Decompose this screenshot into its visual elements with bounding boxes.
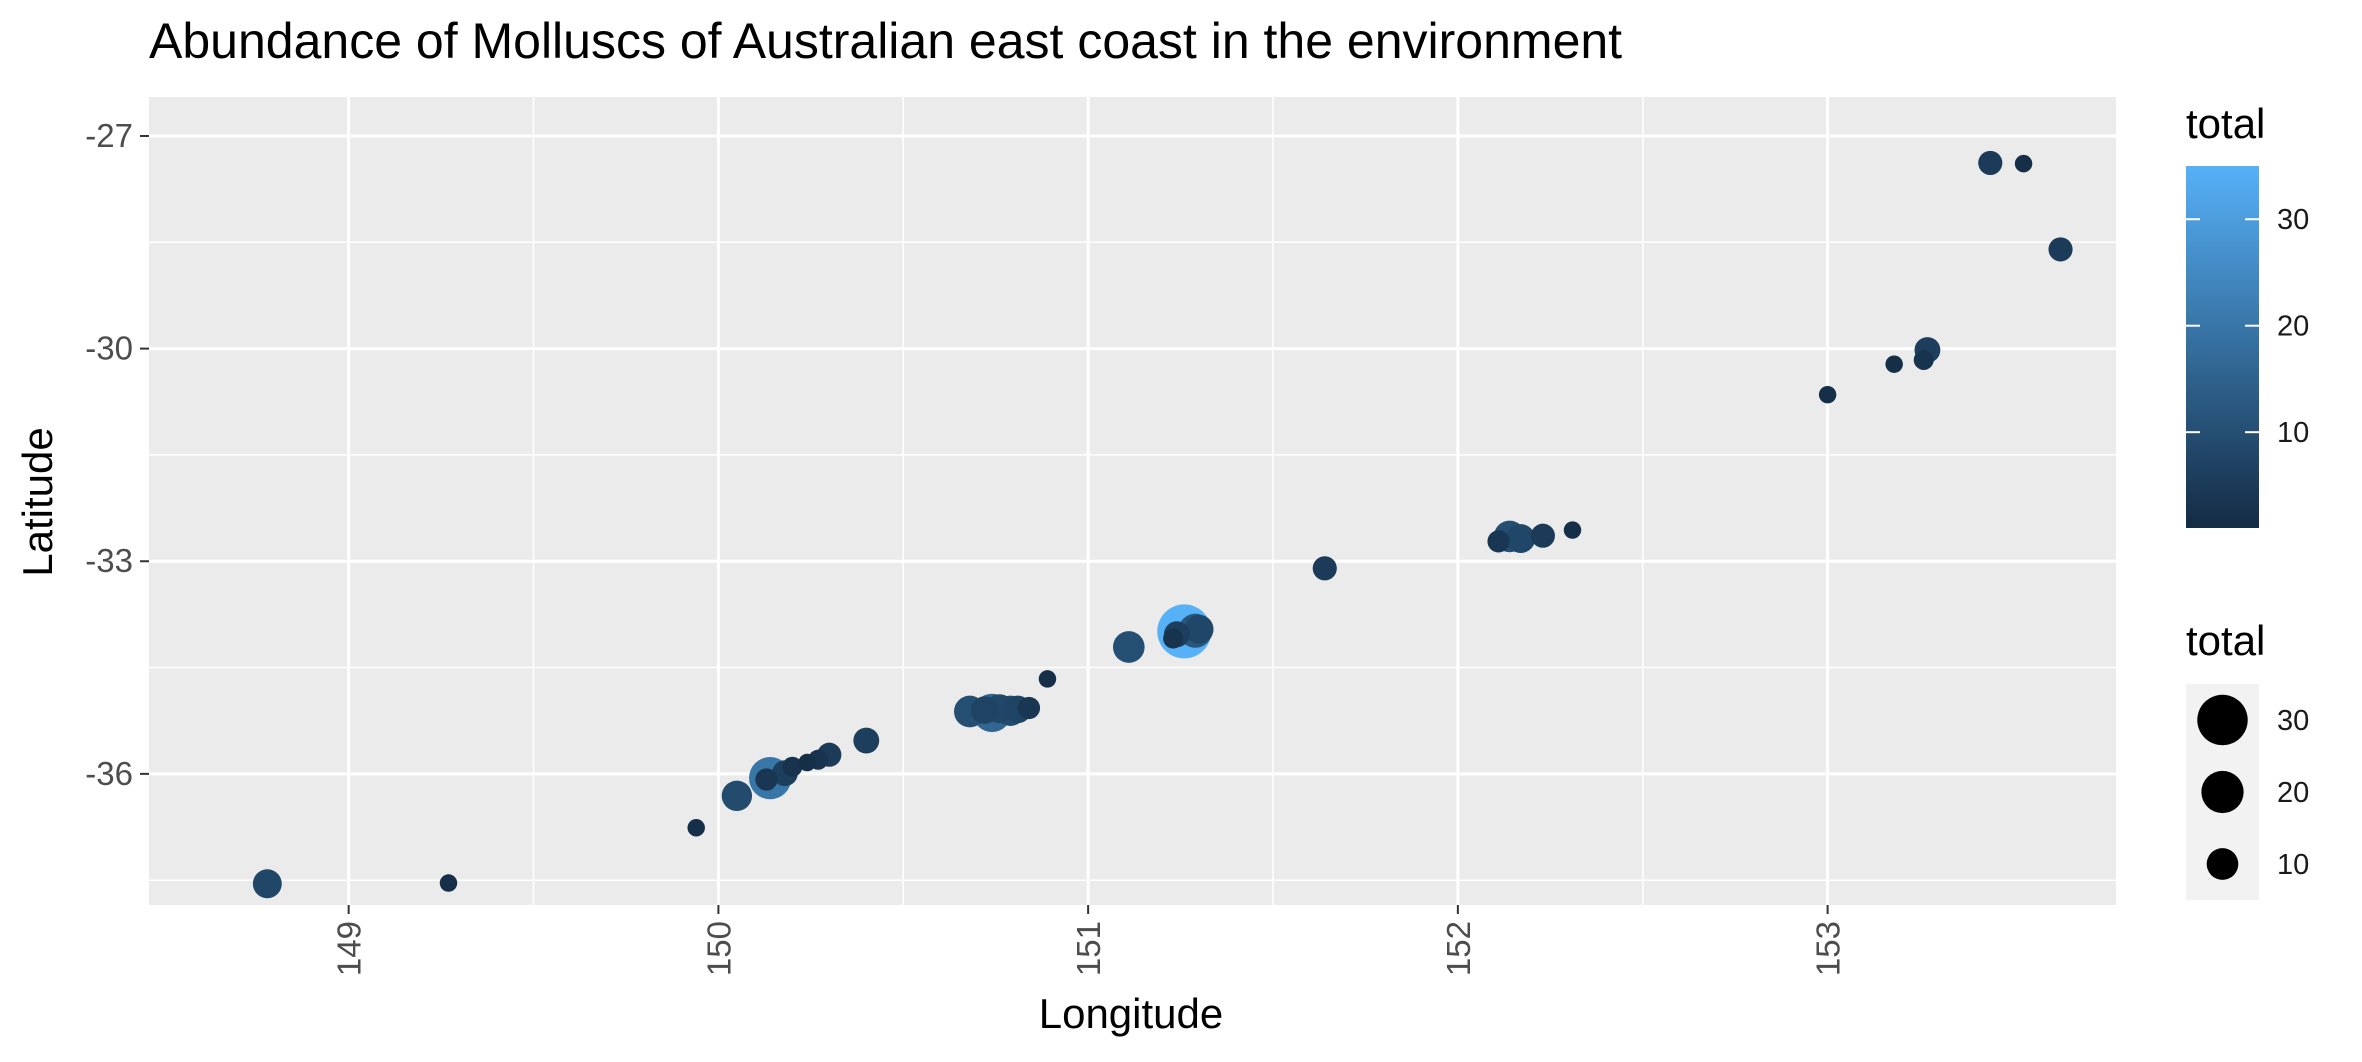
size-key-circle bbox=[2206, 848, 2239, 880]
data-point bbox=[1818, 385, 1837, 404]
data-point bbox=[252, 869, 282, 899]
size-key-label: 20 bbox=[2277, 777, 2309, 809]
data-point bbox=[1163, 628, 1184, 649]
data-point bbox=[1913, 349, 1934, 370]
data-point bbox=[755, 768, 778, 791]
panel-background bbox=[149, 97, 2116, 905]
data-point bbox=[853, 727, 880, 754]
x-axis-title: Longitude bbox=[1039, 990, 1224, 1037]
x-tick-label: 153 bbox=[1810, 921, 1847, 976]
data-point bbox=[1530, 523, 1555, 548]
data-point bbox=[1978, 150, 2003, 175]
data-point bbox=[2014, 154, 2033, 173]
data-point bbox=[1038, 670, 1057, 688]
plot-panel bbox=[149, 97, 2116, 905]
data-point bbox=[1017, 696, 1041, 720]
data-point bbox=[1312, 556, 1337, 581]
x-tick-label: 149 bbox=[331, 921, 368, 976]
y-axis: -27 -30 -33 -36 bbox=[85, 117, 149, 792]
data-point bbox=[721, 780, 753, 812]
size-key-label: 30 bbox=[2277, 705, 2309, 737]
y-tick-label: -33 bbox=[85, 542, 133, 579]
colorbar bbox=[2186, 166, 2259, 528]
data-point bbox=[687, 819, 705, 837]
size-key-circle bbox=[2201, 770, 2244, 814]
data-point bbox=[782, 756, 803, 777]
data-point bbox=[1487, 530, 1510, 553]
color-legend: total 10 20 30 bbox=[2186, 100, 2309, 528]
y-tick-label: -27 bbox=[85, 117, 133, 154]
color-legend-title: total bbox=[2186, 100, 2265, 147]
size-key-label: 10 bbox=[2277, 849, 2309, 881]
data-point bbox=[1112, 631, 1145, 663]
data-point bbox=[1506, 524, 1536, 554]
data-point bbox=[1885, 355, 1903, 373]
data-point bbox=[970, 696, 999, 724]
size-key-circle bbox=[2197, 694, 2248, 746]
y-tick-label: -36 bbox=[85, 755, 133, 792]
data-point bbox=[1184, 614, 1214, 644]
x-tick-label: 151 bbox=[1070, 921, 1107, 976]
chart-title: Abundance of Molluscs of Australian east… bbox=[149, 13, 1622, 69]
y-tick-label: -30 bbox=[85, 330, 133, 367]
data-point bbox=[798, 753, 816, 772]
x-tick-label: 152 bbox=[1440, 921, 1477, 976]
size-legend-title: total bbox=[2186, 617, 2265, 664]
y-axis-title: Latitude bbox=[14, 427, 61, 576]
x-axis: 149 150 151 152 153 bbox=[331, 905, 1847, 976]
colorbar-label: 30 bbox=[2277, 204, 2309, 236]
size-legend: total 30 20 10 bbox=[2186, 617, 2309, 900]
colorbar-label: 20 bbox=[2277, 311, 2309, 343]
colorbar-label: 10 bbox=[2277, 417, 2309, 449]
x-tick-label: 150 bbox=[700, 921, 737, 976]
data-point bbox=[439, 874, 458, 892]
data-point bbox=[1563, 521, 1582, 539]
data-point bbox=[2048, 237, 2073, 262]
